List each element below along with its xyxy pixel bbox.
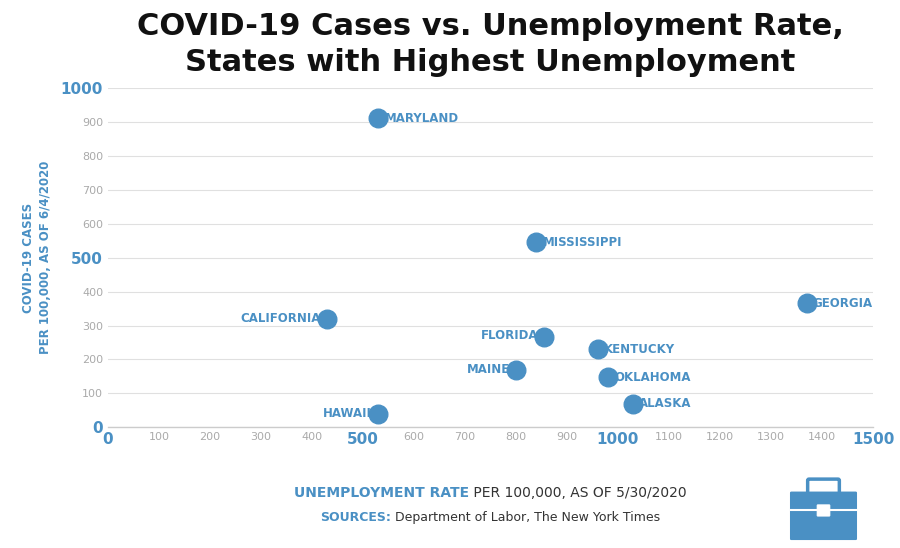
Point xyxy=(320,315,335,323)
Point xyxy=(508,366,523,374)
Point xyxy=(529,238,544,247)
Text: SOURCES:: SOURCES: xyxy=(320,511,392,524)
Text: UNEMPLOYMENT RATE: UNEMPLOYMENT RATE xyxy=(294,486,469,500)
Text: HAWAII: HAWAII xyxy=(323,407,373,420)
Text: MISSISSIPPI: MISSISSIPPI xyxy=(543,236,622,249)
Text: GEORGIA: GEORGIA xyxy=(813,297,873,310)
FancyBboxPatch shape xyxy=(817,505,830,516)
Point xyxy=(626,399,641,408)
FancyBboxPatch shape xyxy=(789,490,858,541)
Text: PER 100,000, AS OF 5/30/2020: PER 100,000, AS OF 5/30/2020 xyxy=(469,486,687,500)
Text: MAINE: MAINE xyxy=(466,363,510,376)
Title: COVID-19 Cases vs. Unemployment Rate,
States with Highest Unemployment: COVID-19 Cases vs. Unemployment Rate, St… xyxy=(137,12,844,77)
Text: CALIFORNIA: CALIFORNIA xyxy=(241,312,321,325)
Text: KENTUCKY: KENTUCKY xyxy=(604,343,675,356)
Point xyxy=(371,114,385,123)
Point xyxy=(799,299,814,308)
Text: Department of Labor, The New York Times: Department of Labor, The New York Times xyxy=(392,511,661,524)
Point xyxy=(590,345,605,353)
Y-axis label: COVID-19 CASES
PER 100,000, AS OF 6/4/2020: COVID-19 CASES PER 100,000, AS OF 6/4/20… xyxy=(22,161,52,354)
Text: OKLAHOMA: OKLAHOMA xyxy=(614,370,690,384)
Text: MARYLAND: MARYLAND xyxy=(384,112,458,125)
Point xyxy=(536,333,551,342)
Text: FLORIDA: FLORIDA xyxy=(481,329,538,342)
Point xyxy=(371,409,385,418)
Text: ALASKA: ALASKA xyxy=(639,397,692,410)
Point xyxy=(600,373,615,381)
